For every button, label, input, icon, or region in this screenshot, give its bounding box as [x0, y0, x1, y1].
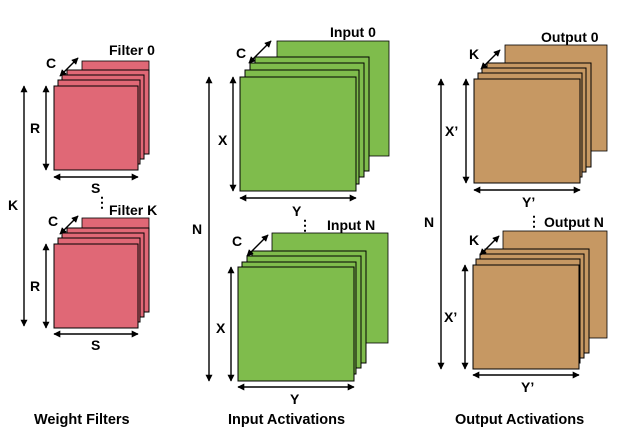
output-0-channel-arrow [480, 49, 501, 70]
output-n-title: Output N [544, 214, 604, 230]
input-0-width-label: Y [292, 203, 302, 219]
output-count-label: N [424, 214, 434, 230]
output-ellipsis: ⋮ [527, 213, 541, 229]
output-n-stack [472, 230, 608, 370]
input-n-width-label: Y [290, 391, 300, 407]
input-activations-caption: Input Activations [228, 412, 345, 428]
output-activations-caption: Output Activations [455, 412, 584, 428]
filter-0-title: Filter 0 [109, 42, 155, 58]
filter-k-stack [53, 217, 150, 329]
filter-0-width-label: S [91, 180, 100, 196]
output-0-channel-label: K [469, 46, 479, 62]
filter-count-label: K [8, 197, 18, 213]
filter-k-channel-arrow [59, 215, 79, 235]
output-n-height-label: X’ [444, 309, 457, 325]
input-count-label: N [192, 221, 202, 237]
output-n-channel-label: K [469, 232, 479, 248]
input-activations-group: Input 0 C X Y ⋮ Input N C X Y N Input Ac… [192, 24, 390, 428]
input-0-title: Input 0 [330, 24, 376, 40]
weight-filters-group: Filter 0 C R S ⋮ Filter K C R S K Weight… [8, 42, 157, 428]
output-0-stack [473, 44, 608, 184]
output-0-title: Output 0 [541, 29, 599, 45]
weight-filters-caption: Weight Filters [34, 412, 130, 428]
filter-k-title: Filter K [109, 202, 157, 218]
output-n-channel-arrow [479, 235, 500, 256]
output-n-width-label: Y’ [521, 379, 534, 395]
filter-k-width-label: S [91, 337, 100, 353]
filter-0-stack [53, 60, 150, 171]
output-0-height-label: X’ [445, 123, 458, 139]
input-0-channel-arrow [248, 40, 272, 64]
input-0-channel-label: C [236, 45, 246, 61]
output-0-width-label: Y’ [522, 194, 535, 210]
output-activations-group: Output 0 K X’ Y’ ⋮ Output N K X’ Y’ N Ou… [424, 29, 608, 428]
input-0-height-label: X [218, 132, 228, 148]
filter-k-channel-label: C [48, 213, 58, 229]
filter-0-channel-label: C [46, 55, 56, 71]
input-n-title: Input N [327, 217, 375, 233]
filter-k-height-label: R [30, 278, 40, 294]
input-ellipsis: ⋮ [298, 217, 312, 233]
input-0-stack [239, 40, 390, 192]
filter-ellipsis: ⋮ [95, 194, 109, 210]
filter-0-channel-arrow [59, 57, 79, 77]
input-n-height-label: X [216, 320, 226, 336]
input-n-channel-label: C [232, 233, 242, 249]
filter-0-height-label: R [30, 120, 40, 136]
input-n-channel-arrow [246, 234, 269, 257]
input-n-stack [237, 232, 389, 382]
